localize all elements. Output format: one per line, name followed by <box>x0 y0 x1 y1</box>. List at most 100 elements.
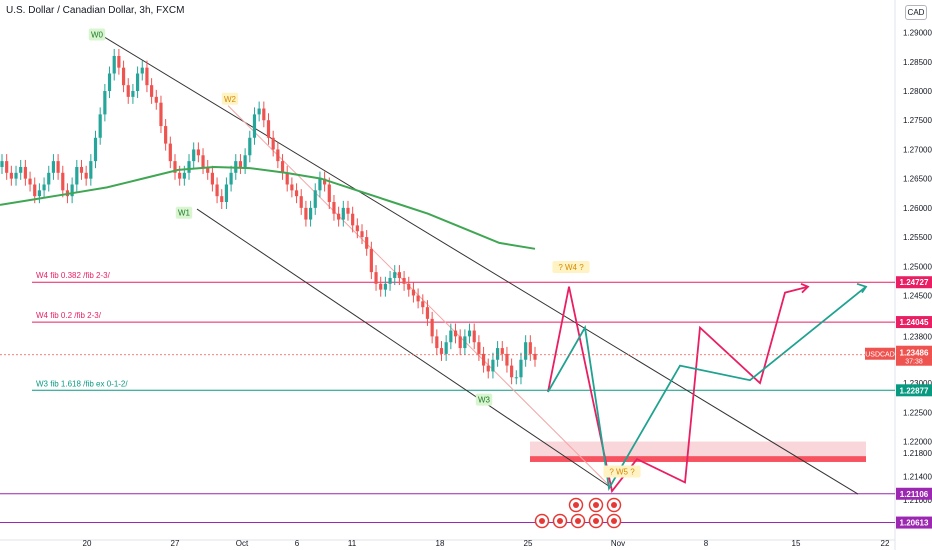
candle-body <box>229 172 233 185</box>
candle-body <box>411 289 416 296</box>
candle-body <box>374 272 378 284</box>
candle-body <box>33 184 37 197</box>
candle-body <box>402 277 406 284</box>
currency-badge[interactable]: CAD <box>905 5 927 20</box>
candle-body <box>28 178 32 185</box>
chart-title: U.S. Dollar / Canadian Dollar, 3h, FXCM <box>6 5 185 16</box>
wave-label-bg <box>552 261 590 274</box>
candle-body <box>93 137 98 162</box>
candle-body <box>9 172 13 179</box>
candle-body <box>84 172 88 179</box>
wave-label-bg <box>475 393 493 406</box>
candle-body <box>98 114 102 138</box>
wave-label-bg <box>221 92 239 105</box>
level-price-label: 1.21106 <box>900 490 929 499</box>
candle-body <box>449 330 453 343</box>
y-tick-label: 1.29000 <box>903 29 932 38</box>
level-price-label: 1.24045 <box>900 318 929 327</box>
level-label: W4 fib 0.2 /fib 2-3/ <box>36 311 102 320</box>
candle-body <box>467 330 472 337</box>
level-price-label: 1.22877 <box>900 386 929 395</box>
x-tick-label: 15 <box>792 539 801 548</box>
last-price-tag <box>896 345 932 366</box>
wave-label: ? W5 ? <box>609 467 635 476</box>
candle-body <box>393 272 397 278</box>
event-icon-dot <box>611 502 617 508</box>
candle-body <box>308 207 313 220</box>
candle-body <box>112 55 116 74</box>
candle-body <box>220 196 224 203</box>
level-price-tag <box>896 384 932 397</box>
wave-label-bg <box>175 206 193 219</box>
candle-body <box>42 184 46 191</box>
symbol-tag <box>865 347 895 360</box>
candle-body <box>182 172 186 179</box>
candle-body <box>121 67 126 86</box>
candle-body <box>224 184 229 203</box>
candle-body <box>294 190 299 197</box>
candle-body <box>107 73 112 92</box>
candle-body <box>453 330 458 337</box>
candle-body <box>192 149 196 162</box>
candle-body <box>481 353 486 366</box>
candle-body <box>355 225 359 232</box>
candle-body <box>14 172 18 179</box>
x-tick-label: 18 <box>436 539 445 548</box>
candle-body <box>444 342 448 354</box>
candle-body <box>276 149 280 162</box>
x-tick-label: 8 <box>704 539 709 548</box>
candle-body <box>271 137 275 150</box>
level-price-tag <box>896 516 932 529</box>
candle-body <box>19 166 23 173</box>
candle-body <box>421 301 425 308</box>
candle-body <box>79 166 84 173</box>
y-tick-label: 1.27500 <box>903 116 932 125</box>
y-tick-label: 1.26500 <box>903 175 932 184</box>
candle-body <box>75 166 79 185</box>
candle-body <box>332 202 336 214</box>
x-tick-label: Nov <box>611 539 625 548</box>
wave-label-bg <box>88 28 106 41</box>
candle-body <box>369 248 373 273</box>
candle-body <box>135 73 140 92</box>
event-icon-dot <box>593 518 599 524</box>
candle-body <box>257 108 261 115</box>
candle-body <box>37 190 42 197</box>
candle-body <box>337 213 341 220</box>
wave-label: W1 <box>178 209 191 218</box>
y-tick-label: 1.21400 <box>903 473 932 482</box>
y-tick-label: 1.24500 <box>903 291 932 300</box>
candle-body <box>210 172 214 185</box>
y-tick-label: 1.23800 <box>903 332 932 341</box>
projection-teal-path <box>547 285 867 491</box>
x-tick-label: 20 <box>83 539 92 548</box>
y-tick-label: 1.22500 <box>903 408 932 417</box>
channel-lower-line <box>196 208 613 489</box>
candle-body <box>346 207 350 214</box>
moving-average-line <box>0 165 536 250</box>
candle-body <box>491 359 495 372</box>
candle-body <box>495 348 500 360</box>
candle-body <box>51 161 56 173</box>
level-price-tag <box>896 487 932 500</box>
candle-body <box>425 307 430 319</box>
candle-body <box>318 178 322 191</box>
candle-body <box>145 67 149 86</box>
candle-body <box>61 172 65 191</box>
candle-body <box>70 184 74 197</box>
fib-trend-line <box>227 105 613 489</box>
candle-body <box>5 161 9 173</box>
x-tick-label: Oct <box>236 539 249 548</box>
candle-body <box>379 283 383 290</box>
candle-body <box>117 55 121 68</box>
wave-label: W0 <box>91 31 104 40</box>
y-tick-label: 1.25500 <box>903 233 932 242</box>
candle-body <box>0 161 4 167</box>
candle-body <box>416 295 420 302</box>
candle-body <box>285 172 289 185</box>
candle-body <box>439 348 444 354</box>
candle-body <box>126 85 130 97</box>
event-icon-dot <box>573 502 579 508</box>
y-tick-label: 1.21800 <box>903 449 932 458</box>
